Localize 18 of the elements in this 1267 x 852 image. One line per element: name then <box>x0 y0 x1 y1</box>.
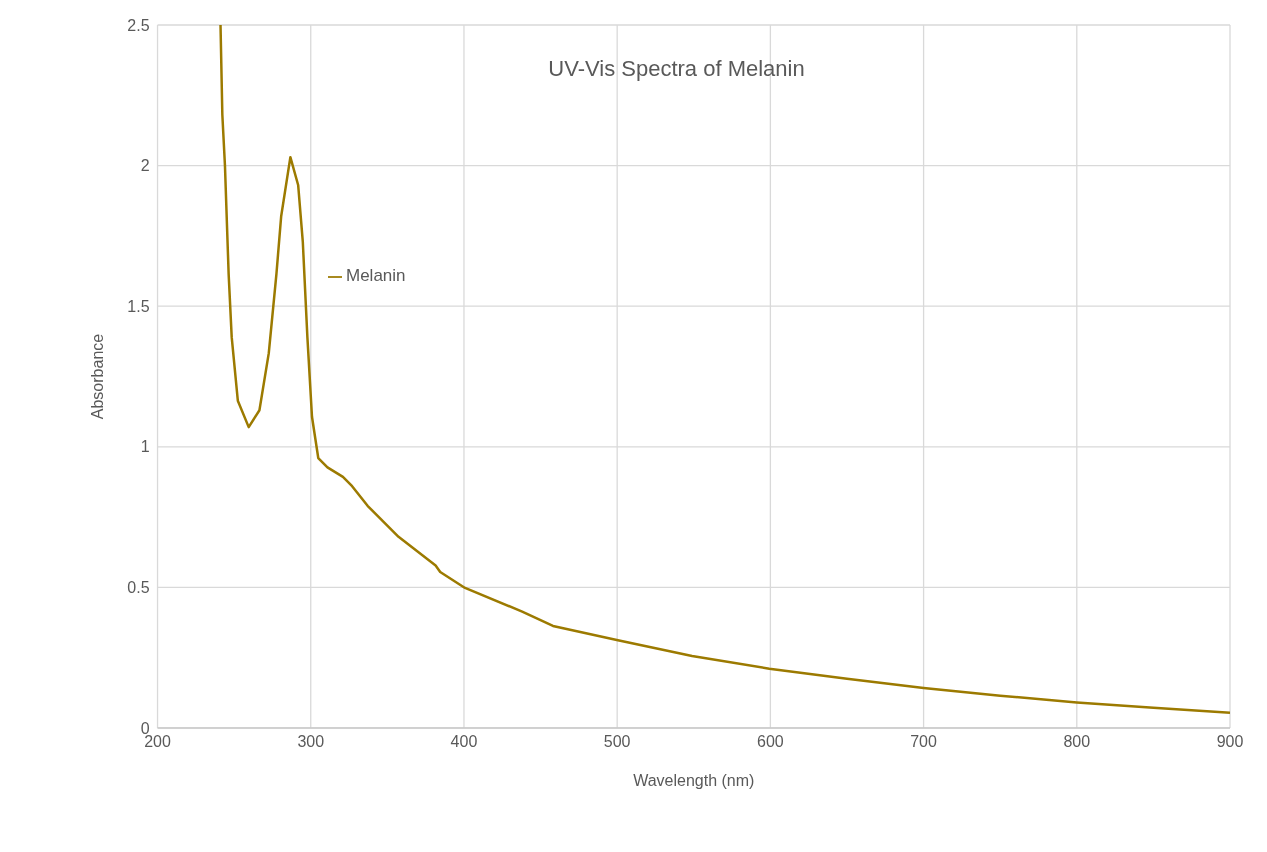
x-tick-label: 200 <box>144 733 171 751</box>
x-tick-label: 500 <box>603 733 631 751</box>
line-series <box>219 25 1230 715</box>
y-tick-label: 2 <box>140 157 150 175</box>
y-tick-label: 2.5 <box>127 16 150 34</box>
x-tick-label: 600 <box>757 733 784 751</box>
y-tick-label: 1 <box>140 438 150 456</box>
x-tick-label: 400 <box>450 733 478 751</box>
text: UV-Vis Spectra of Melanin <box>547 56 806 82</box>
y-tick-label: 1.5 <box>127 297 150 315</box>
y-axis-title: Absorbance <box>89 333 107 420</box>
x-tick-label: 800 <box>1063 733 1091 751</box>
legend-label: Melanin <box>346 266 406 285</box>
x-tick-label: 700 <box>910 733 938 751</box>
y-tick-label: 0.5 <box>127 579 150 597</box>
x-axis-title: Wavelength (nm) <box>633 772 755 789</box>
x-tick-label: 900 <box>1216 733 1244 751</box>
x-tick-label: 300 <box>297 733 325 751</box>
